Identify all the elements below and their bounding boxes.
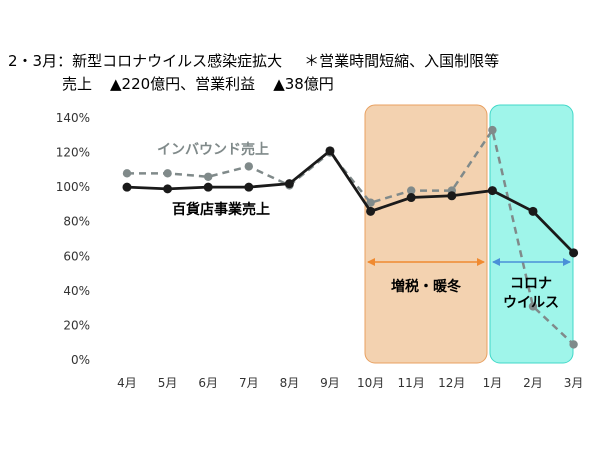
corona-period-label-line2: ウイルス (503, 295, 559, 311)
y-tick-label: 80% (63, 215, 90, 229)
x-tick-label: 4月 (117, 376, 137, 390)
x-tick-label: 2月 (523, 376, 543, 390)
header-title: 2・3月：新型コロナウイルス感染症拡大 (8, 52, 283, 70)
dept-store-sales-point (528, 206, 538, 216)
sales-label: 売上 (62, 75, 93, 93)
y-tick-label: 0% (71, 353, 90, 367)
inbound-sales-point (407, 186, 416, 195)
inbound-sales-point (569, 340, 578, 349)
x-tick-label: 8月 (280, 376, 300, 390)
x-tick-label: 11月 (398, 376, 425, 390)
tax-period-label: 増税・暖冬 (391, 278, 461, 295)
dept-store-sales-point (203, 182, 213, 192)
dept-store-sales-point (244, 182, 254, 192)
inbound-sales-point (163, 169, 172, 178)
x-tick-label: 5月 (158, 376, 178, 390)
x-tick-label: 12月 (438, 376, 465, 390)
inbound-sales-point (204, 172, 213, 181)
y-tick-label: 20% (63, 318, 90, 332)
dept-store-sales-point (163, 184, 173, 194)
inbound-sales-point (122, 169, 132, 178)
x-tick-label: 7月 (239, 376, 259, 390)
dept-store-sales-line (126, 148, 575, 254)
inbound-sales-point (366, 198, 375, 207)
corona-period-region (489, 104, 574, 364)
y-tick-label: 60% (63, 249, 90, 263)
y-tick-label: 40% (63, 284, 90, 298)
x-tick-label: 6月 (198, 376, 218, 390)
header-line-1: 2・3月：新型コロナウイルス感染症拡大 ＊営業時間短縮、入国制限等 (8, 50, 499, 71)
dept-store-sales-point (122, 182, 132, 192)
dept-store-sales-point (325, 146, 335, 156)
inbound-sales-point (244, 162, 253, 171)
x-tick-label: 1月 (483, 376, 503, 390)
sales-value: ▲220億円、営業利益 (110, 75, 256, 93)
y-tick-label: 140% (56, 111, 90, 125)
dept-store-sales-point (284, 179, 294, 189)
inbound-series-label: インバウンド売上 (157, 141, 269, 158)
dept-store-sales-point (487, 186, 497, 196)
header-note: ＊営業時間短縮、入国制限等 (304, 52, 500, 70)
y-tick-label: 120% (56, 146, 90, 160)
dept-store-sales-point (406, 193, 416, 203)
corona-period-label-line1: コロナ (510, 276, 552, 292)
x-tick-label: 3月 (564, 376, 584, 390)
tax-period-region (364, 104, 488, 364)
dept-store-sales-point (447, 191, 457, 201)
inbound-sales-line (127, 127, 575, 346)
dept-store-sales-point (569, 248, 579, 258)
x-tick-label: 9月 (320, 376, 340, 390)
dept-store-sales-point (366, 206, 376, 216)
x-tick-label: 10月 (357, 376, 384, 390)
dept-store-series-label: 百貨店事業売上 (172, 201, 270, 218)
inbound-sales-point (528, 302, 538, 311)
profit-value: ▲38億円 (273, 75, 334, 93)
y-tick-label: 100% (56, 180, 90, 194)
header-line-2: 売上 ▲220億円、営業利益 ▲38億円 (62, 73, 334, 94)
inbound-sales-point (488, 125, 497, 135)
